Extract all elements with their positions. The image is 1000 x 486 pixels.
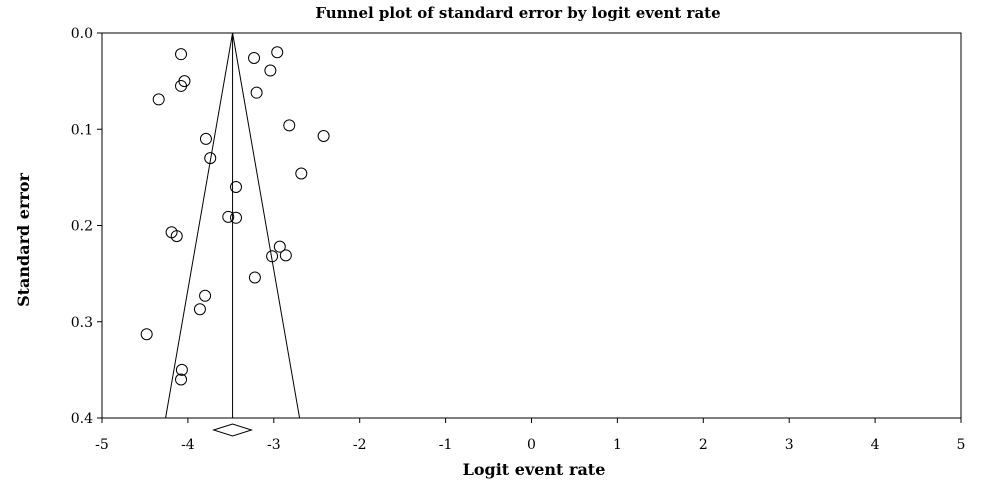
data-point	[193, 303, 206, 316]
funnel-left-line	[165, 32, 234, 419]
x-tick-label: -2	[353, 437, 367, 453]
data-point	[230, 211, 243, 224]
data-point	[273, 240, 286, 253]
data-point	[222, 210, 235, 223]
x-tick-label: 2	[699, 437, 708, 453]
data-point	[152, 93, 165, 106]
x-tick-label: -3	[267, 437, 281, 453]
data-point	[199, 289, 212, 302]
data-point	[175, 48, 188, 61]
data-point	[279, 249, 292, 262]
y-tick-label: 0.4	[71, 411, 93, 427]
x-tick-label: 1	[613, 437, 622, 453]
plot-frame	[101, 32, 962, 419]
data-point	[170, 230, 183, 243]
data-point	[204, 152, 217, 165]
x-tick-label: 5	[957, 437, 966, 453]
data-point	[250, 86, 263, 99]
y-tick-label: 0.1	[71, 122, 93, 138]
summary-estimate	[212, 423, 254, 437]
x-tick-label: -1	[439, 437, 453, 453]
x-tick-label: 4	[871, 437, 880, 453]
y-tick-label: 0.2	[71, 219, 93, 235]
x-tick-label: -4	[181, 437, 195, 453]
data-point	[175, 373, 188, 386]
y-axis-label: Standard error	[14, 173, 33, 307]
x-axis-label: Logit event rate	[463, 460, 606, 479]
data-point	[295, 167, 308, 180]
data-points	[140, 46, 330, 386]
data-point	[175, 79, 188, 92]
data-point	[317, 129, 330, 142]
data-point	[248, 52, 261, 65]
data-point	[271, 46, 284, 59]
x-axis-ticks: -5 -4 -3 -2 -1 0 1 2 3 4 5	[95, 418, 965, 453]
x-tick-label: -5	[95, 437, 109, 453]
data-point	[230, 181, 243, 193]
x-tick-label: 3	[785, 437, 794, 453]
data-point	[283, 119, 296, 132]
data-point	[140, 328, 153, 341]
y-axis-ticks: 0.0 0.1 0.2 0.3 0.4	[71, 26, 102, 427]
funnel-lines	[165, 32, 301, 419]
data-point	[248, 271, 261, 284]
summary-diamond	[212, 423, 254, 437]
data-point	[175, 363, 188, 376]
x-tick-label: 0	[527, 437, 536, 453]
chart-title: Funnel plot of standard error by logit e…	[315, 4, 720, 22]
funnel-right-line	[232, 32, 301, 419]
data-point	[199, 132, 212, 145]
data-point	[266, 250, 279, 263]
y-tick-label: 0.0	[71, 26, 93, 42]
y-tick-label: 0.3	[71, 315, 93, 331]
data-point	[264, 64, 277, 77]
